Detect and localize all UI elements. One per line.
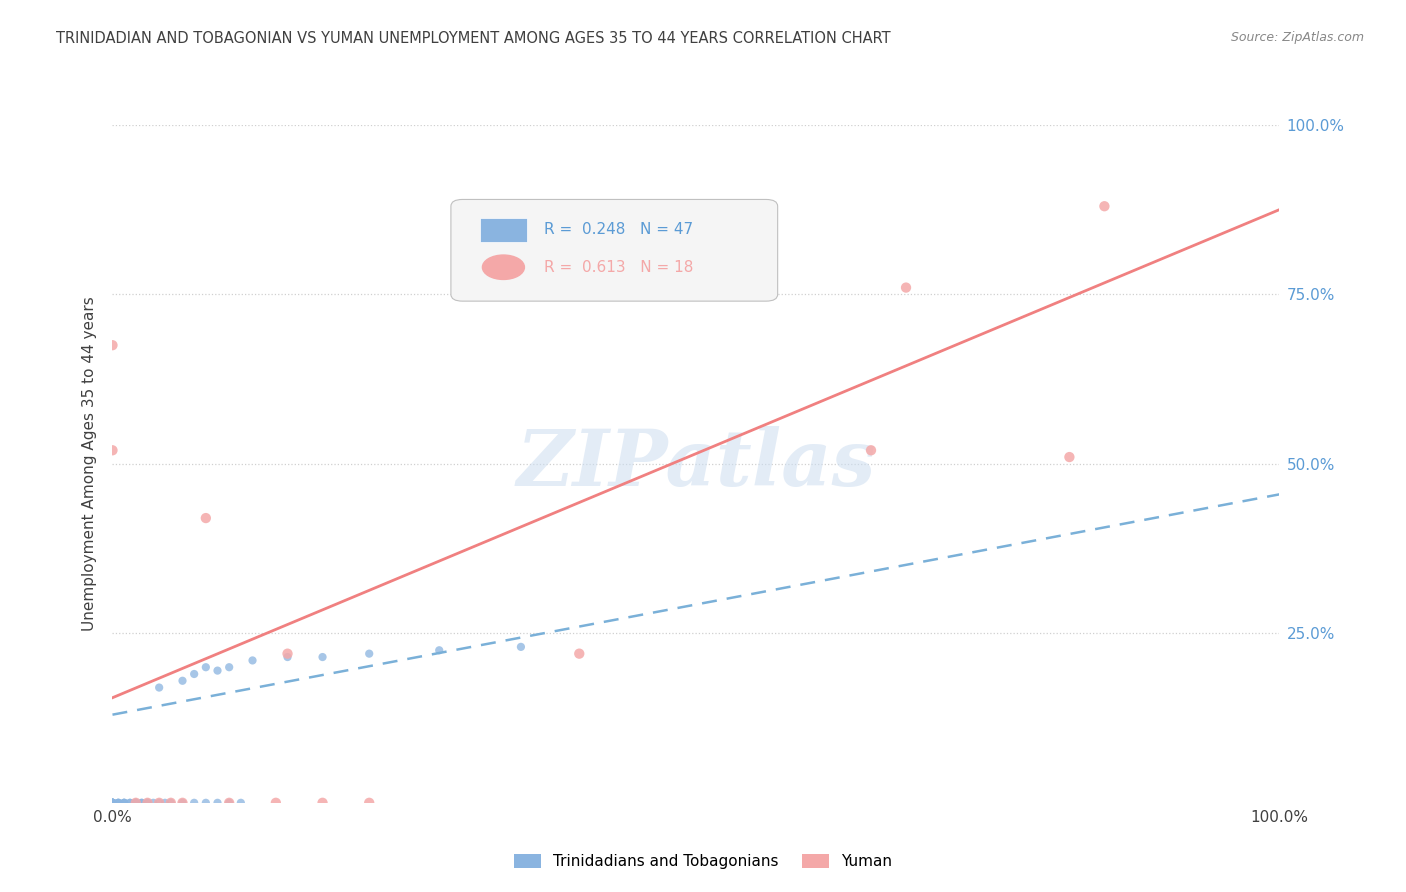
- Point: [194, 511, 217, 525]
- Point: [1092, 199, 1115, 213]
- Point: [112, 796, 135, 810]
- Point: [107, 796, 129, 810]
- Point: [160, 796, 183, 810]
- Point: [101, 796, 124, 810]
- Text: R =  0.613   N = 18: R = 0.613 N = 18: [544, 260, 693, 275]
- Point: [148, 796, 170, 810]
- Point: [101, 796, 124, 810]
- Text: R =  0.248   N = 47: R = 0.248 N = 47: [544, 222, 693, 237]
- Point: [242, 653, 264, 667]
- Point: [125, 796, 148, 810]
- Point: [229, 796, 252, 810]
- Point: [101, 443, 124, 458]
- Text: Source: ZipAtlas.com: Source: ZipAtlas.com: [1230, 31, 1364, 45]
- Point: [311, 650, 333, 665]
- Point: [509, 640, 531, 654]
- Point: [359, 796, 381, 810]
- Point: [101, 796, 124, 810]
- Point: [427, 643, 450, 657]
- Point: [153, 796, 176, 810]
- Point: [183, 796, 205, 810]
- Point: [101, 796, 124, 810]
- Legend: Trinidadians and Tobagonians, Yuman: Trinidadians and Tobagonians, Yuman: [508, 847, 898, 875]
- Point: [207, 796, 229, 810]
- Point: [172, 796, 194, 810]
- Point: [101, 796, 124, 810]
- Point: [859, 443, 883, 458]
- Text: TRINIDADIAN AND TOBAGONIAN VS YUMAN UNEMPLOYMENT AMONG AGES 35 TO 44 YEARS CORRE: TRINIDADIAN AND TOBAGONIAN VS YUMAN UNEM…: [56, 31, 891, 46]
- Point: [359, 647, 381, 661]
- Point: [218, 796, 240, 810]
- Point: [118, 796, 141, 810]
- Point: [1059, 450, 1081, 464]
- Point: [568, 647, 591, 661]
- Point: [148, 681, 170, 695]
- Point: [107, 796, 129, 810]
- Point: [101, 796, 124, 810]
- Point: [276, 650, 298, 665]
- Point: [218, 660, 240, 674]
- Point: [112, 796, 135, 810]
- Text: ZIPatlas: ZIPatlas: [516, 425, 876, 502]
- Point: [101, 796, 124, 810]
- Point: [101, 796, 124, 810]
- Point: [148, 796, 170, 810]
- Point: [131, 796, 153, 810]
- Point: [112, 796, 135, 810]
- Point: [194, 660, 217, 674]
- Point: [125, 796, 148, 810]
- Point: [107, 796, 129, 810]
- Point: [172, 673, 194, 688]
- Point: [131, 796, 153, 810]
- Point: [136, 796, 159, 810]
- Point: [207, 664, 229, 678]
- Point: [264, 796, 287, 810]
- Point: [894, 280, 917, 294]
- Circle shape: [482, 255, 524, 279]
- Bar: [479, 219, 527, 242]
- Point: [136, 796, 159, 810]
- Point: [101, 796, 124, 810]
- Point: [160, 796, 183, 810]
- Point: [136, 796, 159, 810]
- Point: [194, 796, 217, 810]
- Point: [101, 338, 124, 352]
- Point: [311, 796, 333, 810]
- Point: [101, 796, 124, 810]
- Point: [125, 796, 148, 810]
- Point: [218, 796, 240, 810]
- Point: [118, 796, 141, 810]
- Point: [183, 667, 205, 681]
- FancyBboxPatch shape: [451, 200, 778, 301]
- Point: [142, 796, 165, 810]
- Point: [276, 647, 298, 661]
- Point: [125, 796, 148, 810]
- Point: [172, 796, 194, 810]
- Y-axis label: Unemployment Among Ages 35 to 44 years: Unemployment Among Ages 35 to 44 years: [82, 296, 97, 632]
